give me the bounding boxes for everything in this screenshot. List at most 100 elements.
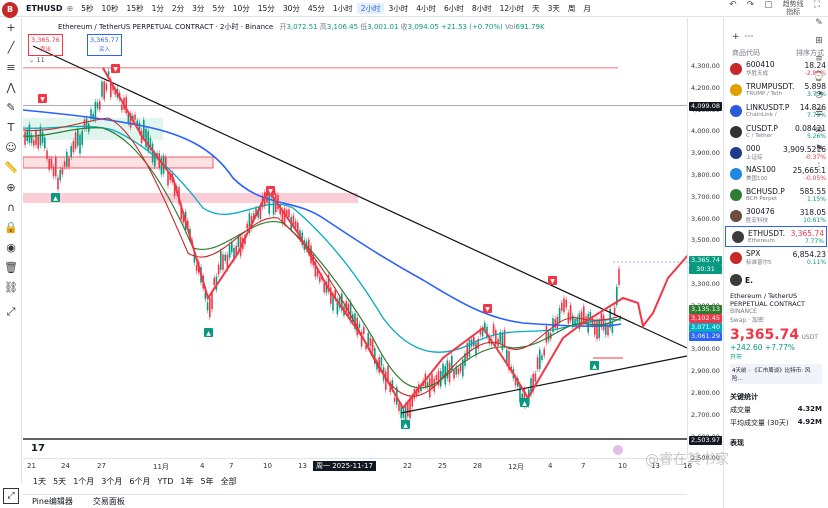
crosshair-icon[interactable]: +: [6, 21, 16, 34]
tag-ma4: 3,061.29: [689, 332, 722, 341]
candle-body: [96, 102, 99, 109]
range-2[interactable]: 1个月: [73, 476, 95, 486]
zoom-icon[interactable]: ⊕: [6, 181, 16, 194]
redo-icon[interactable]: ↷: [746, 0, 755, 10]
watchlist-row[interactable]: 300476 胜宏科技 318.05 10.61%: [724, 205, 828, 226]
symbol-name: 胜宏科技: [746, 218, 769, 224]
timeframe-8[interactable]: 15分: [257, 3, 275, 13]
eye-icon[interactable]: ◉: [6, 241, 16, 254]
timeframe-4[interactable]: 2分: [171, 3, 185, 13]
lock-icon[interactable]: 🔒: [4, 221, 18, 234]
alert-icon[interactable]: [613, 445, 623, 455]
timeframe-7[interactable]: 10分: [232, 3, 250, 13]
candle-body: [530, 378, 532, 395]
sidebar-tool-icon[interactable]: ◔: [815, 90, 823, 100]
link-icon[interactable]: ⛓: [4, 281, 18, 294]
watchlist-row[interactable]: 000 上证综 3,909.5216 -0.37%: [724, 142, 828, 163]
ruler-icon[interactable]: 📏: [4, 161, 18, 174]
app-logo[interactable]: B: [2, 2, 18, 18]
range-7[interactable]: 5年: [200, 476, 214, 486]
watchlist-row[interactable]: ETHUSDT. Ethereum 3,365.74 7.77%: [725, 226, 827, 247]
timeframe-0[interactable]: 5秒: [81, 3, 94, 13]
tab-pine-editor[interactable]: Pine编辑器: [32, 497, 73, 506]
toggle-panel-icon[interactable]: ⤢: [3, 488, 19, 504]
timeframe-12[interactable]: 2小时: [356, 2, 385, 14]
buy-button[interactable]: 3,365.77 买入: [87, 34, 122, 56]
price-scale[interactable]: 4,300.004,200.004,100.004,000.003,900.00…: [687, 18, 723, 462]
range-0[interactable]: 1天: [33, 476, 47, 486]
watchlist-row[interactable]: LINKUSDT.P ChainLink / 14.826 7.79%: [724, 100, 828, 121]
time-axis[interactable]: 21 24 27 11月 4 7 10 13 周一 2025-11-17 22 25 28 12月 4 7 1…: [23, 458, 692, 472]
symbol-search[interactable]: ETHUSD: [26, 3, 63, 13]
timeframe-6[interactable]: 5分: [212, 3, 225, 13]
range-1[interactable]: 5天: [53, 476, 67, 486]
sell-button[interactable]: 3,365.76 卖出: [28, 34, 63, 56]
brush-icon[interactable]: ✎: [6, 101, 16, 114]
symbol-change: -2.88%: [804, 69, 826, 77]
trendline-icon[interactable]: ╱: [7, 41, 15, 54]
range-5[interactable]: YTD: [157, 476, 174, 486]
pattern-icon[interactable]: ⋀: [6, 81, 16, 94]
timeframe-15[interactable]: 6小时: [444, 3, 464, 13]
watchlist-row[interactable]: TRUMPUSDT. TRUMP / Teth 5.898 3.75%: [724, 79, 828, 100]
range-3[interactable]: 3个月: [101, 476, 123, 486]
sidebar-tool-icon[interactable]: ⚑: [814, 144, 824, 154]
expand-icon[interactable]: ⤢: [6, 305, 16, 318]
more-icon[interactable]: ⋯: [744, 32, 754, 42]
timeframe-20[interactable]: 周: [567, 3, 576, 13]
range-6[interactable]: 1年: [180, 476, 194, 486]
range-8[interactable]: 全部: [220, 476, 237, 486]
range-4[interactable]: 6个月: [129, 476, 151, 486]
tab-trading-panel[interactable]: 交易面板: [92, 497, 125, 506]
timeframe-9[interactable]: 30分: [282, 3, 300, 13]
col-symbol[interactable]: 商品代码: [732, 49, 760, 57]
candle-body: [499, 332, 501, 343]
sidebar-tool-icon[interactable]: ✎: [815, 18, 823, 28]
watchlist-row[interactable]: 600410 华胜天成 18.24 -2.88%: [724, 58, 828, 79]
timeframe-13[interactable]: 3小时: [388, 3, 409, 13]
timeframe-19[interactable]: 3天: [547, 3, 560, 13]
timeframe-21[interactable]: 月: [583, 3, 591, 13]
sidebar-tool-icon[interactable]: ⌚: [813, 72, 825, 82]
price-chart[interactable]: ▼ ▼ ▼ ▼ ▼ ▲ ▲ ▲ ▲ ▲ 17: [23, 18, 687, 458]
fullscreen-icon[interactable]: ⛶: [813, 0, 820, 10]
candle-body: [129, 113, 132, 128]
indicators-toggle[interactable]: ⌄ 11: [29, 56, 45, 64]
news-item[interactable]: 4天前 · 《汇市周谈》比特币: 风险…: [730, 364, 822, 384]
timeframe-10[interactable]: 45分: [307, 3, 325, 13]
price-tick: 3,900.00: [691, 149, 720, 158]
sidebar-tool-icon[interactable]: ⊞: [815, 36, 823, 46]
magnet-icon[interactable]: ∩: [6, 201, 16, 214]
close-value: 3,094.05: [407, 23, 439, 31]
candle-body: [519, 385, 521, 403]
timeframe-16[interactable]: 8小时: [471, 3, 492, 13]
timeframe-2[interactable]: 15秒: [126, 3, 144, 13]
timeframe-11[interactable]: 1小时: [332, 3, 353, 13]
timeframe-1[interactable]: 10秒: [101, 3, 119, 13]
sidebar-tool-icon[interactable]: ≡: [815, 54, 823, 64]
emoji-icon[interactable]: ☺: [5, 141, 17, 154]
sidebar-tool-icon[interactable]: ✉: [815, 126, 823, 136]
sidebar-tool-icon[interactable]: ⋮: [814, 162, 824, 172]
add-symbol-icon[interactable]: ⊕: [66, 3, 74, 13]
fib-icon[interactable]: ≡: [6, 61, 16, 74]
watchlist-row[interactable]: SPX 标准普尔5 6,854.23 0.11%: [724, 247, 828, 268]
symbol-price: 5.898: [804, 81, 826, 91]
layout-icon[interactable]: ▢: [764, 0, 773, 10]
watchlist-row[interactable]: CUSDT.P C / Tether 0.08421 5.26%: [724, 121, 828, 142]
trash-icon[interactable]: 🗑: [4, 261, 18, 274]
watchlist-row[interactable]: NAS100 美国100 25,665.1 -0.05%: [724, 163, 828, 184]
add-icon[interactable]: +: [732, 32, 740, 42]
undo-icon[interactable]: ↶: [729, 0, 737, 10]
timeframe-14[interactable]: 4小时: [416, 3, 437, 13]
timeframe-5[interactable]: 3分: [192, 3, 205, 13]
col-sort[interactable]: 排序方式: [796, 49, 824, 57]
trendline-tool[interactable]: 趋势线 指标: [783, 0, 804, 16]
text-icon[interactable]: T: [7, 121, 15, 134]
watchlist-row[interactable]: BCHUSD.P BCH Perpet 585.55 1.15%: [724, 184, 828, 205]
chart-canvas[interactable]: ▼ ▼ ▼ ▼ ▼ ▲ ▲ ▲ ▲ ▲ 17: [23, 18, 687, 458]
timeframe-17[interactable]: 12小时: [499, 3, 525, 13]
sidebar-tool-icon[interactable]: ☰: [814, 108, 824, 118]
timeframe-18[interactable]: 天: [532, 3, 540, 13]
timeframe-3[interactable]: 1分: [151, 3, 164, 13]
